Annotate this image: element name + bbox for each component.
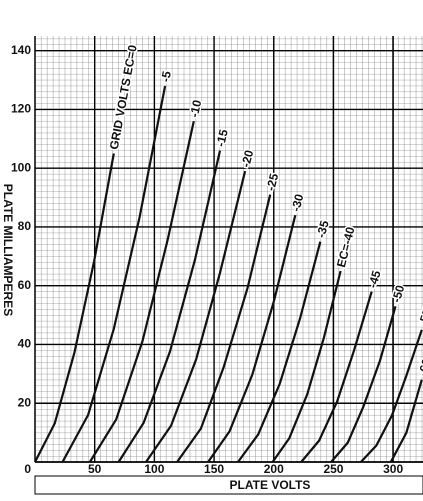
- curve-label: -50: [389, 283, 407, 304]
- x-label-box: [34, 475, 423, 495]
- y-tick-label: 140: [11, 43, 31, 57]
- x-tick-label: 50: [88, 462, 102, 476]
- curve: [300, 291, 373, 463]
- curve: [176, 194, 272, 463]
- curve-label: -45: [365, 269, 383, 290]
- curve: [360, 329, 423, 463]
- minor-grid: [35, 36, 423, 462]
- curve-label: -25: [263, 172, 281, 192]
- curve-label: -20: [239, 148, 257, 169]
- y-tick-label: 120: [11, 102, 31, 116]
- curve-label: -60: [415, 357, 423, 378]
- curve-label: -55: [416, 307, 423, 328]
- curve: [88, 120, 195, 463]
- curve: [389, 379, 423, 463]
- curve: [34, 153, 115, 463]
- curve: [330, 305, 397, 463]
- x-tick-label: 200: [264, 462, 284, 476]
- curve-label: -30: [289, 192, 307, 213]
- curve-label: -15: [213, 128, 231, 148]
- curve-label: -10: [187, 98, 204, 118]
- y-tick-label: 100: [11, 160, 31, 174]
- x-tick-label: 150: [204, 462, 224, 476]
- y-tick-label: 40: [18, 337, 32, 351]
- curve: [271, 270, 342, 463]
- x-axis-label: PLATE VOLTS: [230, 478, 311, 492]
- curve: [145, 170, 247, 463]
- y-axis-label: PLATE MILLIAMPERES: [1, 184, 15, 316]
- curve: [117, 150, 222, 463]
- y-tick-label: 20: [18, 395, 32, 409]
- curve-label: -35: [314, 219, 332, 240]
- curve: [207, 214, 297, 463]
- curve: [237, 241, 322, 463]
- curve-label: -5: [158, 70, 174, 83]
- x-tick-label: 250: [323, 462, 343, 476]
- x-tick-label: 100: [144, 462, 164, 476]
- y-tick-label: 80: [18, 219, 32, 233]
- x-tick-label: 300: [383, 462, 403, 476]
- y-tick-label: 60: [18, 278, 32, 292]
- curve: [61, 85, 167, 463]
- y-tick-label: 0: [24, 462, 31, 476]
